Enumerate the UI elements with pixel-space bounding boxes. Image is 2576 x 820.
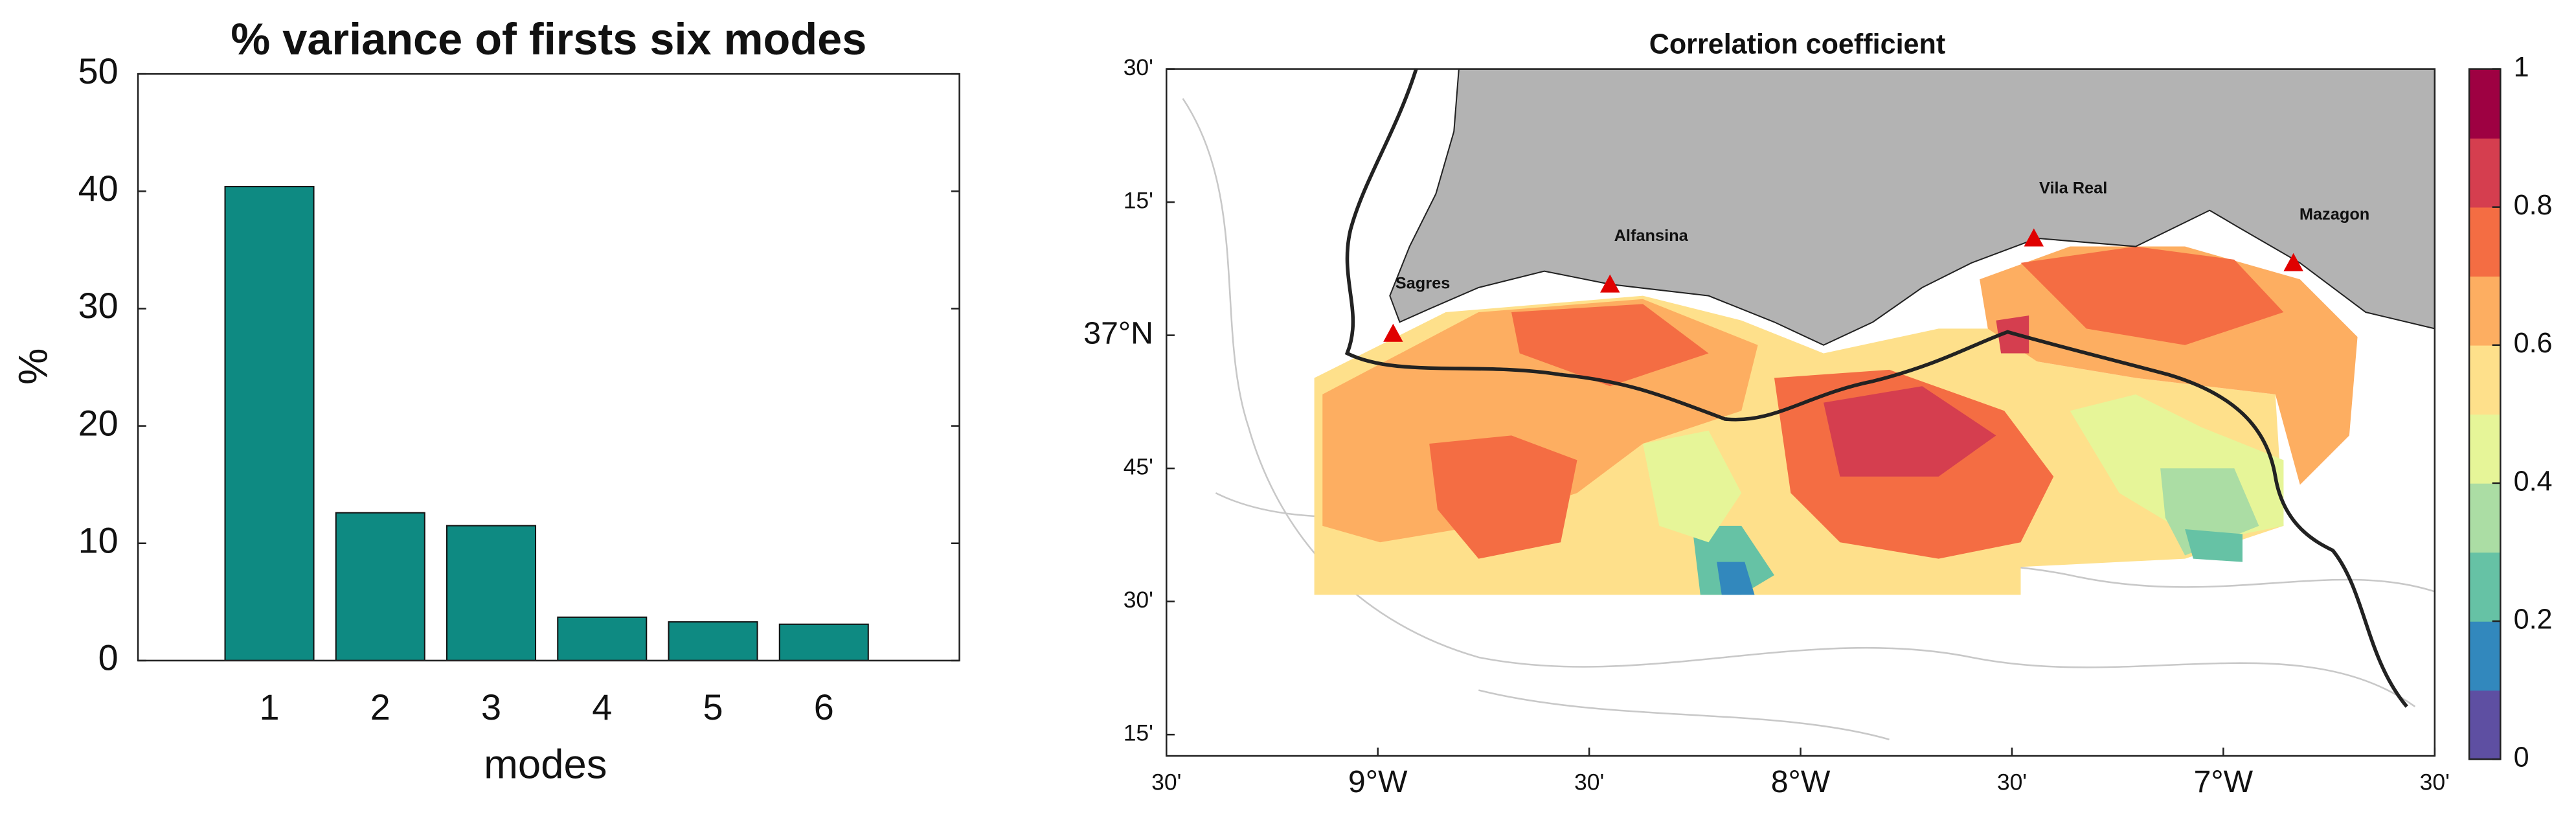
colorbar-segment (2469, 690, 2501, 760)
x-tick-label: 2 (370, 687, 390, 727)
x-tick-label: 5 (703, 687, 723, 727)
colorbar-tick-label: 1 (2514, 52, 2529, 83)
y-tick-label: 45' (1124, 453, 1153, 479)
place-label: Sagres (1395, 275, 1451, 293)
y-tick-label: 37°N (1083, 315, 1153, 350)
isobath (1344, 69, 2408, 708)
colorbar-tick-label: 0.6 (2514, 328, 2553, 359)
x-tick-label: 1 (260, 687, 280, 727)
y-tick-label: 10 (78, 520, 119, 561)
x-tick-label: 30' (2420, 769, 2450, 795)
colorbar-segment (2469, 621, 2501, 691)
station-marker (1383, 323, 1403, 342)
x-tick-label: 8°W (1771, 764, 1831, 799)
x-tick-label: 4 (592, 687, 612, 727)
station-marker (2283, 253, 2303, 271)
x-tick-label: 7°W (2194, 764, 2254, 799)
x-tick-label: 30' (1997, 769, 2027, 795)
bar (668, 621, 758, 661)
chart-title: Correlation coefficient (1649, 28, 1946, 60)
x-tick-label: 30' (1574, 769, 1604, 795)
y-tick-label: 0 (98, 637, 119, 678)
bar (446, 525, 537, 661)
colorbar-segment (2469, 276, 2501, 346)
y-tick-label: 30 (78, 285, 119, 326)
x-tick-label: 3 (481, 687, 501, 727)
bar (224, 186, 315, 661)
y-axis-label: % (11, 348, 56, 385)
colorbar-segment (2469, 207, 2501, 277)
colorbar-tick-label: 0.4 (2514, 466, 2553, 497)
bar (778, 623, 869, 661)
y-tick-label: 15' (1124, 720, 1153, 746)
place-label: Vila Real (2039, 179, 2107, 197)
x-tick-label: 6 (814, 687, 834, 727)
colorbar-tick-label: 0.2 (2514, 604, 2553, 635)
colorbar-segment (2469, 138, 2501, 208)
colorbar-segment (2469, 552, 2501, 622)
bar (335, 512, 425, 661)
y-tick-label: 30' (1124, 54, 1153, 80)
colorbar-box (2468, 68, 2502, 760)
place-label: Mazagon (2299, 205, 2369, 223)
station-marker (2024, 228, 2044, 247)
axes-box (137, 73, 960, 662)
colorbar-tick-label: 0 (2514, 742, 2529, 773)
y-tick-label: 50 (78, 51, 119, 91)
colorbar-segment (2469, 414, 2501, 484)
x-tick-label: 30' (1151, 769, 1181, 795)
y-tick-label: 20 (78, 402, 119, 443)
y-tick-label: 30' (1124, 587, 1153, 613)
chart-title: % variance of firsts six modes (231, 14, 866, 64)
land (1389, 69, 2435, 346)
y-tick-label: 40 (78, 168, 119, 209)
colorbar-tick-label: 0.8 (2514, 190, 2553, 221)
colorbar-segment (2469, 483, 2501, 553)
bar (557, 616, 648, 661)
x-tick-label: 9°W (1348, 764, 1408, 799)
y-tick-label: 15' (1124, 187, 1153, 213)
colorbar-segment (2469, 69, 2501, 139)
place-label: Alfansina (1614, 227, 1689, 245)
correlation-field (1314, 246, 2358, 595)
colorbar-segment (2469, 345, 2501, 415)
station-marker (1600, 274, 1620, 293)
map-layers (1166, 69, 2435, 757)
x-axis-label: modes (484, 742, 607, 788)
